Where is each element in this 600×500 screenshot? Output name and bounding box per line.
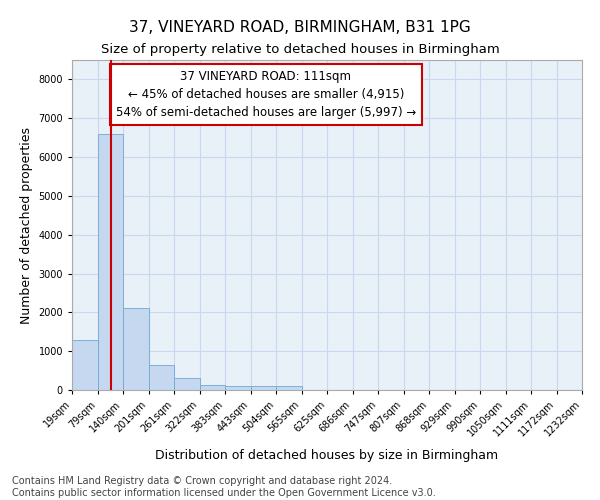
Bar	[276, 386, 302, 390]
Text: Contains HM Land Registry data © Crown copyright and database right 2024.
Contai: Contains HM Land Registry data © Crown c…	[12, 476, 436, 498]
Bar	[97, 134, 123, 390]
Bar	[123, 308, 149, 390]
Y-axis label: Number of detached properties: Number of detached properties	[20, 126, 33, 324]
Bar	[199, 385, 225, 390]
Bar	[149, 365, 174, 390]
X-axis label: Distribution of detached houses by size in Birmingham: Distribution of detached houses by size …	[155, 450, 499, 462]
Text: 37, VINEYARD ROAD, BIRMINGHAM, B31 1PG: 37, VINEYARD ROAD, BIRMINGHAM, B31 1PG	[129, 20, 471, 35]
Bar	[174, 378, 199, 390]
Text: Size of property relative to detached houses in Birmingham: Size of property relative to detached ho…	[101, 42, 499, 56]
Text: 37 VINEYARD ROAD: 111sqm
← 45% of detached houses are smaller (4,915)
54% of sem: 37 VINEYARD ROAD: 111sqm ← 45% of detach…	[116, 70, 416, 119]
Bar	[72, 340, 97, 390]
Bar	[225, 386, 251, 390]
Bar	[251, 386, 276, 390]
